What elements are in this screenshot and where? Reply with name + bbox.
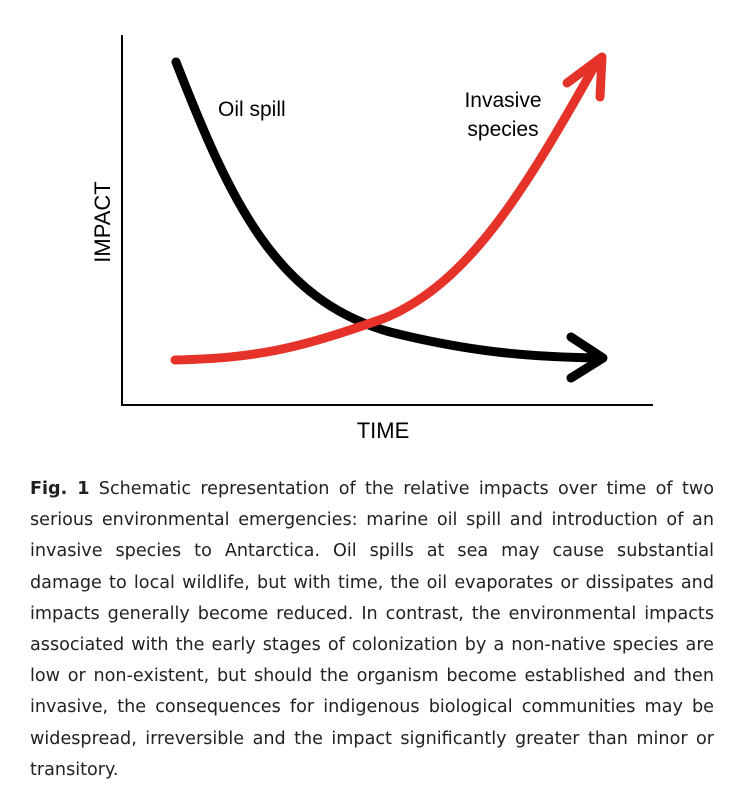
figure-caption: Fig. 1 Schematic representation of the r… xyxy=(30,474,714,786)
invasive-species-label-line1: Invasive xyxy=(464,89,541,112)
invasive-species-curve xyxy=(170,55,603,365)
oil-spill-label: Oil spill xyxy=(218,98,286,121)
impact-over-time-figure: IMPACT TIME Oil spill Invasive species xyxy=(90,35,653,443)
invasive-species-label-line2: species xyxy=(467,118,538,141)
x-axis-label: TIME xyxy=(357,418,410,443)
caption-text: Schematic representation of the relative… xyxy=(30,479,714,780)
invasive-species-arrowhead xyxy=(562,52,607,102)
oil-spill-arrowhead xyxy=(566,332,608,383)
y-axis-label: IMPACT xyxy=(90,181,115,262)
caption-label: Fig. 1 xyxy=(30,479,90,499)
